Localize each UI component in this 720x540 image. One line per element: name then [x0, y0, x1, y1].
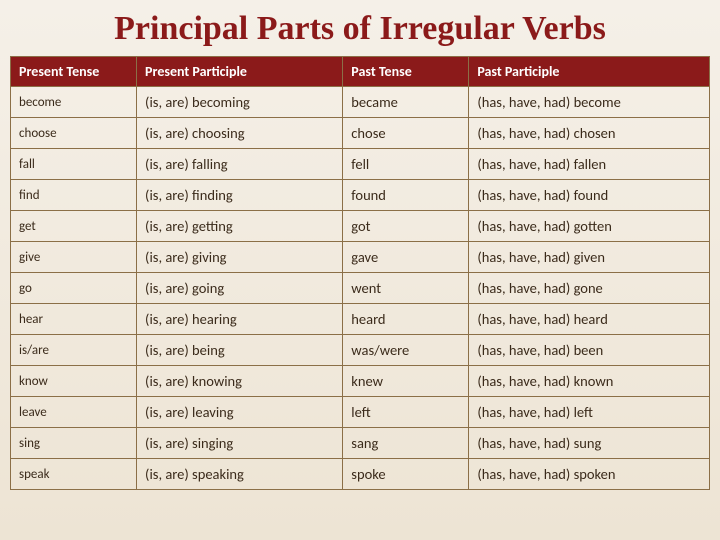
table-cell: (is, are) falling	[137, 149, 343, 180]
table-cell: gave	[343, 242, 469, 273]
table-cell: is/are	[11, 335, 137, 366]
table-row: become(is, are) becomingbecame(has, have…	[11, 87, 710, 118]
table-cell: find	[11, 180, 137, 211]
table-cell: (is, are) leaving	[137, 397, 343, 428]
table-row: get(is, are) gettinggot(has, have, had) …	[11, 211, 710, 242]
table-cell: knew	[343, 366, 469, 397]
table-cell: went	[343, 273, 469, 304]
table-cell: (is, are) going	[137, 273, 343, 304]
table-cell: go	[11, 273, 137, 304]
table-row: fall(is, are) fallingfell(has, have, had…	[11, 149, 710, 180]
table-row: is/are(is, are) beingwas/were(has, have,…	[11, 335, 710, 366]
table-cell: (is, are) getting	[137, 211, 343, 242]
table-cell: found	[343, 180, 469, 211]
table-cell: (has, have, had) given	[469, 242, 710, 273]
table-cell: choose	[11, 118, 137, 149]
table-cell: get	[11, 211, 137, 242]
table-cell: was/were	[343, 335, 469, 366]
table-row: sing(is, are) singingsang(has, have, had…	[11, 428, 710, 459]
table-cell: fall	[11, 149, 137, 180]
table-cell: (is, are) finding	[137, 180, 343, 211]
table-cell: left	[343, 397, 469, 428]
table-header-row: Present Tense Present Participle Past Te…	[11, 57, 710, 87]
table-row: know(is, are) knowingknew(has, have, had…	[11, 366, 710, 397]
table-body: become(is, are) becomingbecame(has, have…	[11, 87, 710, 490]
table-cell: (has, have, had) gotten	[469, 211, 710, 242]
table-cell: (has, have, had) heard	[469, 304, 710, 335]
table-cell: hear	[11, 304, 137, 335]
col-header-present-participle: Present Participle	[137, 57, 343, 87]
table-cell: (has, have, had) spoken	[469, 459, 710, 490]
table-cell: (has, have, had) sung	[469, 428, 710, 459]
col-header-past-tense: Past Tense	[343, 57, 469, 87]
table-cell: leave	[11, 397, 137, 428]
table-cell: heard	[343, 304, 469, 335]
table-row: go(is, are) goingwent(has, have, had) go…	[11, 273, 710, 304]
table-cell: (has, have, had) gone	[469, 273, 710, 304]
table-row: find(is, are) findingfound(has, have, ha…	[11, 180, 710, 211]
table-cell: speak	[11, 459, 137, 490]
table-cell: (has, have, had) become	[469, 87, 710, 118]
table-cell: (has, have, had) known	[469, 366, 710, 397]
table-row: leave(is, are) leavingleft(has, have, ha…	[11, 397, 710, 428]
table-cell: sang	[343, 428, 469, 459]
table-cell: fell	[343, 149, 469, 180]
table-cell: (is, are) knowing	[137, 366, 343, 397]
table-cell: (is, are) speaking	[137, 459, 343, 490]
table-cell: spoke	[343, 459, 469, 490]
table-cell: (has, have, had) chosen	[469, 118, 710, 149]
col-header-present-tense: Present Tense	[11, 57, 137, 87]
col-header-past-participle: Past Participle	[469, 57, 710, 87]
table-row: choose(is, are) choosingchose(has, have,…	[11, 118, 710, 149]
table-cell: chose	[343, 118, 469, 149]
table-cell: (is, are) singing	[137, 428, 343, 459]
page-title: Principal Parts of Irregular Verbs	[0, 0, 720, 56]
table-cell: sing	[11, 428, 137, 459]
table-cell: (is, are) giving	[137, 242, 343, 273]
table-cell: got	[343, 211, 469, 242]
table-cell: (is, are) choosing	[137, 118, 343, 149]
table-cell: (is, are) becoming	[137, 87, 343, 118]
table-cell: (is, are) being	[137, 335, 343, 366]
table-cell: (has, have, had) left	[469, 397, 710, 428]
table-cell: (has, have, had) found	[469, 180, 710, 211]
table-cell: (has, have, had) fallen	[469, 149, 710, 180]
table-row: give(is, are) givinggave(has, have, had)…	[11, 242, 710, 273]
verbs-table: Present Tense Present Participle Past Te…	[10, 56, 710, 490]
table-cell: become	[11, 87, 137, 118]
table-cell: give	[11, 242, 137, 273]
table-cell: (has, have, had) been	[469, 335, 710, 366]
table-cell: know	[11, 366, 137, 397]
table-row: hear(is, are) hearingheard(has, have, ha…	[11, 304, 710, 335]
table-cell: (is, are) hearing	[137, 304, 343, 335]
table-row: speak(is, are) speakingspoke(has, have, …	[11, 459, 710, 490]
table-cell: became	[343, 87, 469, 118]
